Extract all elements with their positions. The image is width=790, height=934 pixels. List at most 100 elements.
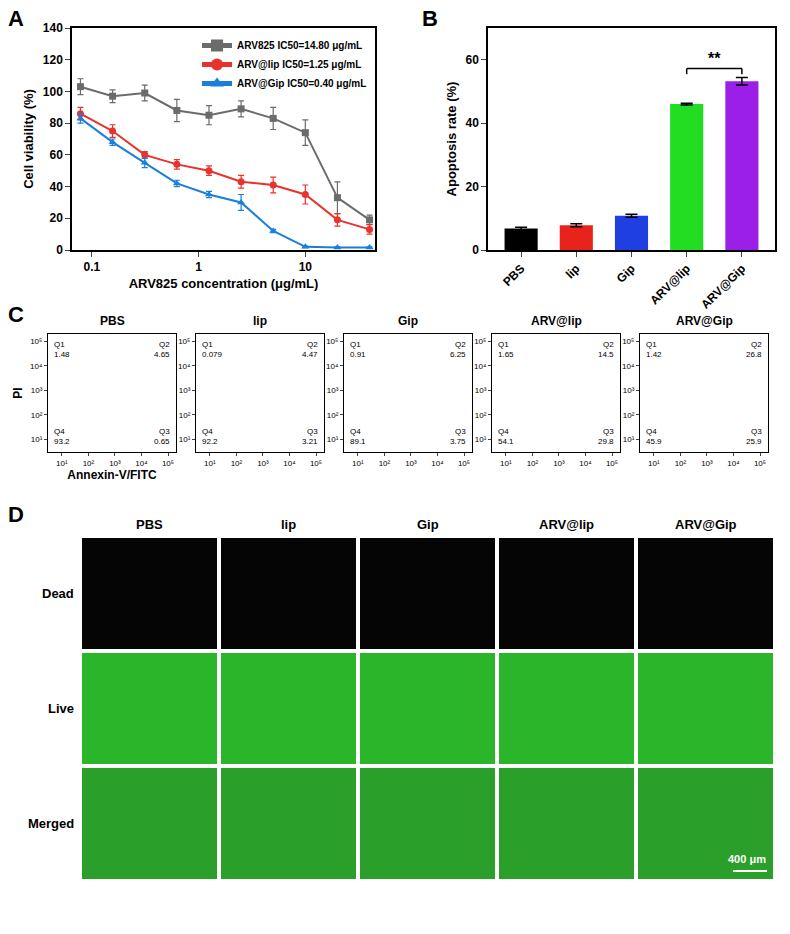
svg-text:10⁴: 10⁴ [727, 459, 740, 468]
svg-text:PBS: PBS [136, 517, 163, 532]
svg-text:140: 140 [43, 21, 63, 35]
svg-text:Q30.65: Q30.65 [154, 427, 170, 446]
svg-text:D: D [8, 502, 24, 527]
svg-text:10²: 10² [475, 411, 487, 420]
svg-text:10³: 10³ [405, 459, 417, 468]
svg-text:10⁵: 10⁵ [474, 337, 486, 346]
svg-text:10⁵: 10⁵ [30, 337, 42, 346]
svg-text:Q493.2: Q493.2 [54, 427, 70, 446]
svg-text:10²: 10² [83, 459, 95, 468]
svg-text:ARV@lip: ARV@lip [531, 314, 582, 328]
svg-text:PI: PI [11, 387, 25, 398]
svg-text:10²: 10² [527, 459, 539, 468]
svg-text:Q454.1: Q454.1 [498, 427, 514, 446]
svg-text:Q24.47: Q24.47 [302, 340, 318, 359]
svg-text:Cell viability (%): Cell viability (%) [21, 89, 36, 189]
svg-text:Q214.5: Q214.5 [598, 340, 614, 359]
svg-text:10⁴: 10⁴ [579, 459, 592, 468]
svg-text:10³: 10³ [701, 459, 713, 468]
svg-text:Live: Live [48, 701, 74, 716]
svg-text:ARV@Gip: ARV@Gip [676, 314, 733, 328]
svg-text:Annexin-V/FITC: Annexin-V/FITC [67, 468, 157, 482]
svg-text:Merged: Merged [28, 816, 74, 831]
svg-text:10⁵: 10⁵ [162, 459, 174, 468]
svg-text:PBS: PBS [500, 262, 527, 289]
svg-text:10¹: 10¹ [352, 459, 364, 468]
svg-text:ARV@Gip: ARV@Gip [675, 517, 737, 532]
svg-text:Q11.65: Q11.65 [498, 340, 514, 359]
svg-text:10³: 10³ [327, 386, 339, 395]
svg-text:C: C [8, 302, 24, 327]
svg-text:ARV825 IC50=14.80 μg/mL: ARV825 IC50=14.80 μg/mL [237, 40, 362, 51]
svg-text:10²: 10² [327, 411, 339, 420]
svg-text:10⁴: 10⁴ [135, 459, 148, 468]
svg-text:Q445.9: Q445.9 [646, 427, 662, 446]
svg-text:lip: lip [563, 262, 583, 282]
svg-text:Q26.25: Q26.25 [450, 340, 466, 359]
svg-text:10⁵: 10⁵ [178, 337, 190, 346]
svg-text:ARV825 concentration (μg/mL): ARV825 concentration (μg/mL) [129, 276, 319, 291]
svg-text:100: 100 [43, 85, 63, 99]
svg-text:10²: 10² [31, 411, 43, 420]
svg-text:60: 60 [49, 148, 63, 162]
svg-text:0: 0 [56, 243, 63, 257]
svg-text:10¹: 10¹ [31, 435, 43, 444]
svg-text:10¹: 10¹ [500, 459, 512, 468]
svg-text:Gip: Gip [398, 314, 418, 328]
svg-text:0: 0 [472, 243, 479, 257]
svg-text:10³: 10³ [109, 459, 121, 468]
svg-text:10¹: 10¹ [179, 435, 191, 444]
svg-text:80: 80 [49, 116, 63, 130]
svg-text:10³: 10³ [623, 386, 635, 395]
svg-text:10⁵: 10⁵ [310, 459, 322, 468]
svg-text:10²: 10² [675, 459, 687, 468]
svg-text:Q489.1: Q489.1 [350, 427, 366, 446]
svg-text:10³: 10³ [475, 386, 487, 395]
svg-text:ARV@lip: ARV@lip [647, 262, 693, 308]
svg-text:1: 1 [195, 260, 202, 274]
svg-text:A: A [8, 6, 24, 31]
svg-text:10²: 10² [379, 459, 391, 468]
svg-text:Q24.65: Q24.65 [154, 340, 170, 359]
svg-text:40: 40 [49, 180, 63, 194]
svg-text:Gip: Gip [417, 517, 439, 532]
svg-text:40: 40 [465, 116, 479, 130]
svg-text:10²: 10² [623, 411, 635, 420]
svg-text:20: 20 [49, 211, 63, 225]
svg-text:10⁴: 10⁴ [326, 362, 339, 371]
svg-text:10³: 10³ [31, 386, 43, 395]
svg-text:Q492.2: Q492.2 [202, 427, 218, 446]
svg-text:ARV@Gip IC50=0.40 μg/mL: ARV@Gip IC50=0.40 μg/mL [237, 78, 366, 89]
svg-text:Q11.42: Q11.42 [646, 340, 662, 359]
svg-text:10⁵: 10⁵ [326, 337, 338, 346]
svg-text:Q10.91: Q10.91 [350, 340, 366, 359]
svg-text:Q226.8: Q226.8 [746, 340, 762, 359]
svg-text:B: B [422, 6, 438, 31]
svg-text:10⁴: 10⁴ [622, 362, 635, 371]
svg-text:10⁵: 10⁵ [754, 459, 766, 468]
svg-text:Dead: Dead [42, 586, 74, 601]
svg-text:10⁵: 10⁵ [458, 459, 470, 468]
svg-text:Q329.8: Q329.8 [598, 427, 614, 446]
svg-text:10⁴: 10⁴ [30, 362, 43, 371]
svg-text:lip: lip [281, 517, 296, 532]
svg-text:Apoptosis rate (%): Apoptosis rate (%) [444, 82, 459, 197]
svg-text:ARV@lip: ARV@lip [539, 517, 594, 532]
svg-text:ARV@lip IC50=1.25 μg/mL: ARV@lip IC50=1.25 μg/mL [237, 59, 361, 70]
svg-text:**: ** [708, 50, 721, 67]
svg-text:10¹: 10¹ [648, 459, 660, 468]
svg-text:PBS: PBS [100, 314, 125, 328]
svg-text:10²: 10² [231, 459, 243, 468]
svg-text:Q11.48: Q11.48 [54, 340, 70, 359]
svg-text:10¹: 10¹ [204, 459, 216, 468]
svg-text:10²: 10² [179, 411, 191, 420]
svg-text:10⁵: 10⁵ [622, 337, 634, 346]
svg-text:lip: lip [253, 314, 267, 328]
svg-text:10⁴: 10⁴ [178, 362, 191, 371]
svg-text:10¹: 10¹ [56, 459, 68, 468]
svg-text:400 μm: 400 μm [728, 853, 766, 865]
svg-text:10: 10 [299, 260, 313, 274]
svg-text:10⁴: 10⁴ [474, 362, 487, 371]
svg-text:10⁴: 10⁴ [283, 459, 296, 468]
svg-text:0.1: 0.1 [84, 260, 101, 274]
